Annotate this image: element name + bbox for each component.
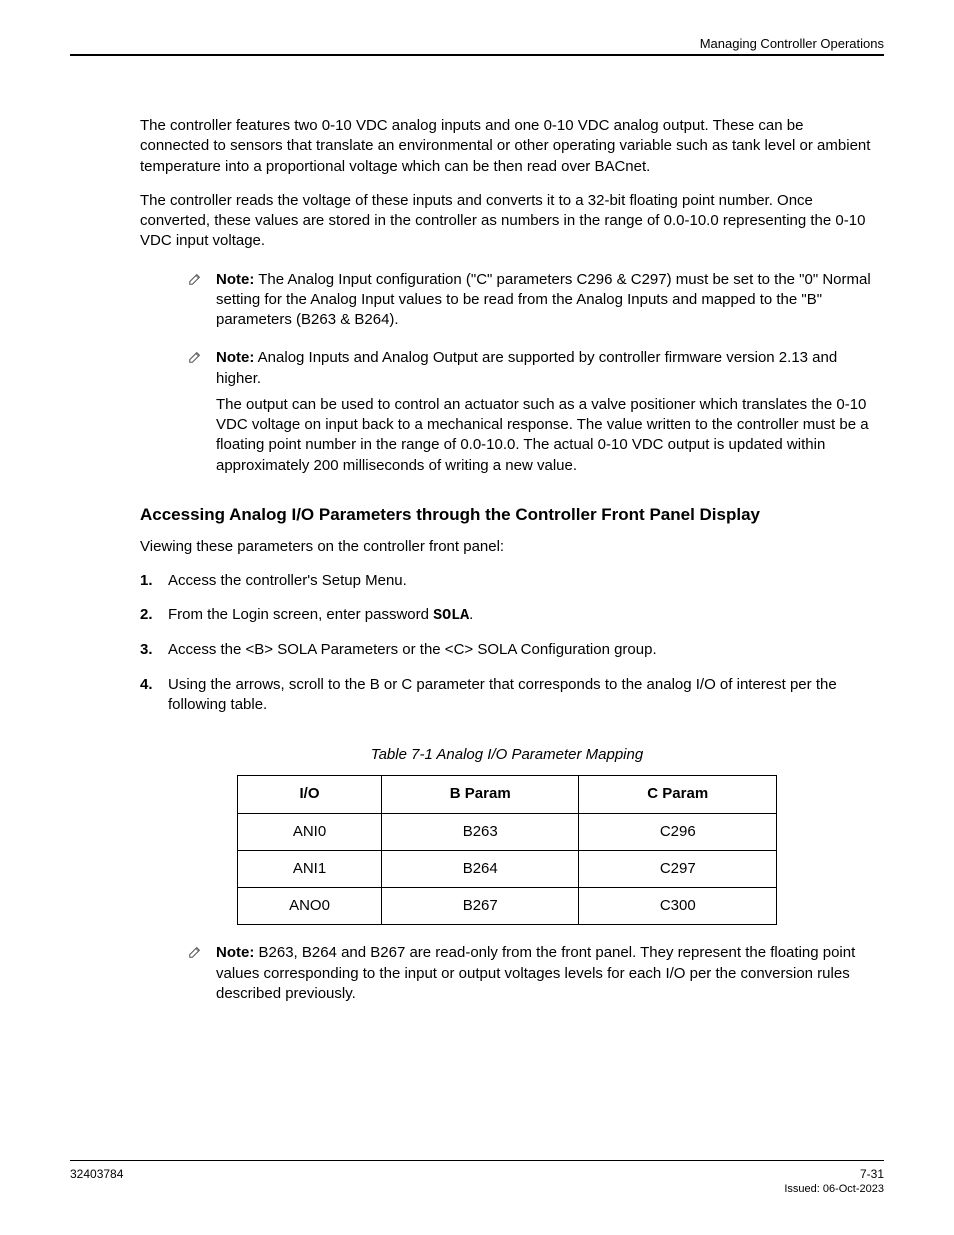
pencil-icon [188,350,206,364]
step-number: 3. [140,640,168,660]
note-2-text: Analog Inputs and Analog Output are supp… [216,349,837,386]
table-caption: Table 7-1 Analog I/O Parameter Mapping [140,745,874,765]
step-text: Access the controller's Setup Menu. [168,571,874,591]
step-text: Access the <B> SOLA Parameters or the <C… [168,640,874,660]
step-2-mono: SOLA [433,607,469,624]
step-2-post: . [469,606,473,623]
note-2-label: Note: [216,349,254,366]
cell-io: ANO0 [238,888,382,925]
step-text: From the Login screen, enter password SO… [168,605,874,626]
cell-b: B263 [381,813,579,850]
note-1-label: Note: [216,271,254,288]
note-2-paragraph: The output can be used to control an act… [216,395,874,476]
pencil-icon [188,272,206,286]
note-3: Note: B263, B264 and B267 are read-only … [188,943,874,1004]
subsection-heading: Accessing Analog I/O Parameters through … [140,504,874,527]
step-number: 1. [140,571,168,591]
footer-rule [70,1160,884,1161]
table-row: ANI1 B264 C297 [238,850,777,887]
steps-list: 1. Access the controller's Setup Menu. 2… [140,571,874,715]
col-cparam: C Param [579,776,777,813]
step-number: 4. [140,675,168,716]
cell-c: C296 [579,813,777,850]
col-io: I/O [238,776,382,813]
cell-b: B267 [381,888,579,925]
step-3: 3. Access the <B> SOLA Parameters or the… [140,640,874,660]
cell-b: B264 [381,850,579,887]
step-1: 1. Access the controller's Setup Menu. [140,571,874,591]
footer-doc-number: 32403784 [70,1167,123,1181]
pencil-icon [188,945,206,959]
io-mapping-table: I/O B Param C Param ANI0 B263 C296 ANI1 … [237,775,777,925]
header-section-title: Managing Controller Operations [700,36,884,51]
table-header-row: I/O B Param C Param [238,776,777,813]
steps-intro: Viewing these parameters on the controll… [140,537,874,557]
step-4: 4. Using the arrows, scroll to the B or … [140,675,874,716]
main-content: The controller features two 0-10 VDC ana… [140,116,874,1004]
page-footer: 32403784 7-31 Issued: 06-Oct-2023 [70,1160,884,1195]
step-text: Using the arrows, scroll to the B or C p… [168,675,874,716]
footer-page-number: 7-31 [860,1167,884,1181]
note-3-text: B263, B264 and B267 are read-only from t… [216,944,855,1002]
cell-c: C297 [579,850,777,887]
note-1-text: The Analog Input configuration ("C" para… [216,271,871,329]
intro-paragraph-2: The controller reads the voltage of thes… [140,191,874,252]
note-2: Note: Analog Inputs and Analog Output ar… [188,348,874,476]
intro-paragraph-1: The controller features two 0-10 VDC ana… [140,116,874,177]
page-header: Managing Controller Operations [70,54,884,76]
cell-io: ANI1 [238,850,382,887]
table-row: ANI0 B263 C296 [238,813,777,850]
footer-issue-date: Issued: 06-Oct-2023 [70,1183,884,1195]
cell-c: C300 [579,888,777,925]
step-2: 2. From the Login screen, enter password… [140,605,874,626]
cell-io: ANI0 [238,813,382,850]
step-2-pre: From the Login screen, enter password [168,606,433,623]
note-1: Note: The Analog Input configuration ("C… [188,270,874,331]
col-bparam: B Param [381,776,579,813]
table-row: ANO0 B267 C300 [238,888,777,925]
step-number: 2. [140,605,168,626]
header-rule [70,54,884,56]
note-3-label: Note: [216,944,254,961]
